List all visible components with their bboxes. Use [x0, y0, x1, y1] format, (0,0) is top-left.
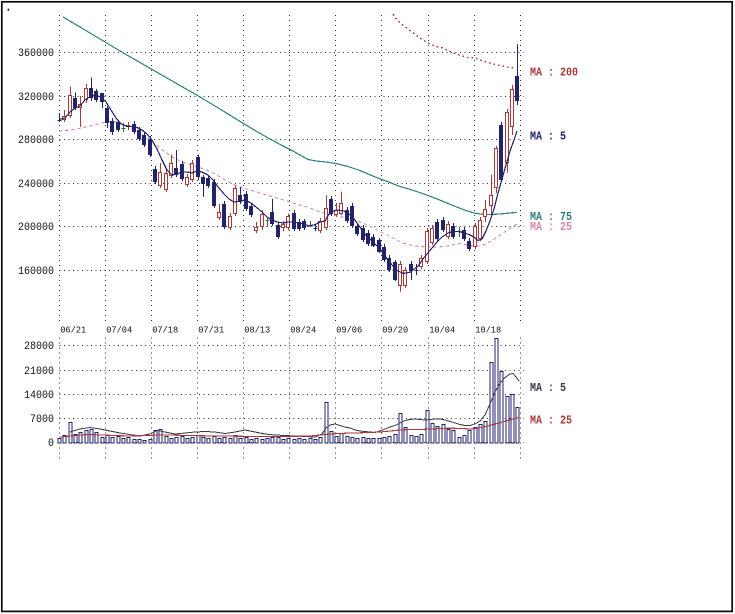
svg-text:MA : 75: MA : 75	[530, 210, 572, 224]
svg-text:240000: 240000	[18, 179, 54, 191]
svg-text:14000: 14000	[24, 390, 54, 402]
svg-text:MA : 200: MA : 200	[530, 65, 578, 79]
svg-text:07/18: 07/18	[152, 325, 178, 336]
svg-text:21000: 21000	[24, 366, 54, 378]
svg-text:160000: 160000	[18, 266, 54, 278]
svg-text:280000: 280000	[18, 135, 54, 147]
svg-text:10/18: 10/18	[475, 325, 501, 336]
svg-text:08/13: 08/13	[244, 325, 270, 336]
svg-text:09/06: 09/06	[336, 325, 362, 336]
svg-text:07/04: 07/04	[106, 325, 132, 336]
svg-text:320000: 320000	[18, 92, 54, 104]
svg-text:0: 0	[48, 438, 54, 450]
svg-text:MA : 25: MA : 25	[530, 220, 572, 234]
svg-text:07/31: 07/31	[198, 325, 224, 336]
svg-text:09/20: 09/20	[382, 325, 408, 336]
svg-text:200000: 200000	[18, 222, 54, 234]
svg-text:MA : 25: MA : 25	[530, 414, 572, 428]
svg-text:MA : 5: MA : 5	[530, 129, 566, 143]
svg-text:28000: 28000	[24, 341, 54, 353]
svg-text:08/24: 08/24	[290, 325, 316, 336]
svg-text:360000: 360000	[18, 48, 54, 60]
svg-text:7000: 7000	[30, 414, 54, 426]
svg-text:MA : 5: MA : 5	[530, 381, 566, 395]
svg-text:10/04: 10/04	[429, 325, 455, 336]
svg-text:06/21: 06/21	[60, 325, 86, 336]
